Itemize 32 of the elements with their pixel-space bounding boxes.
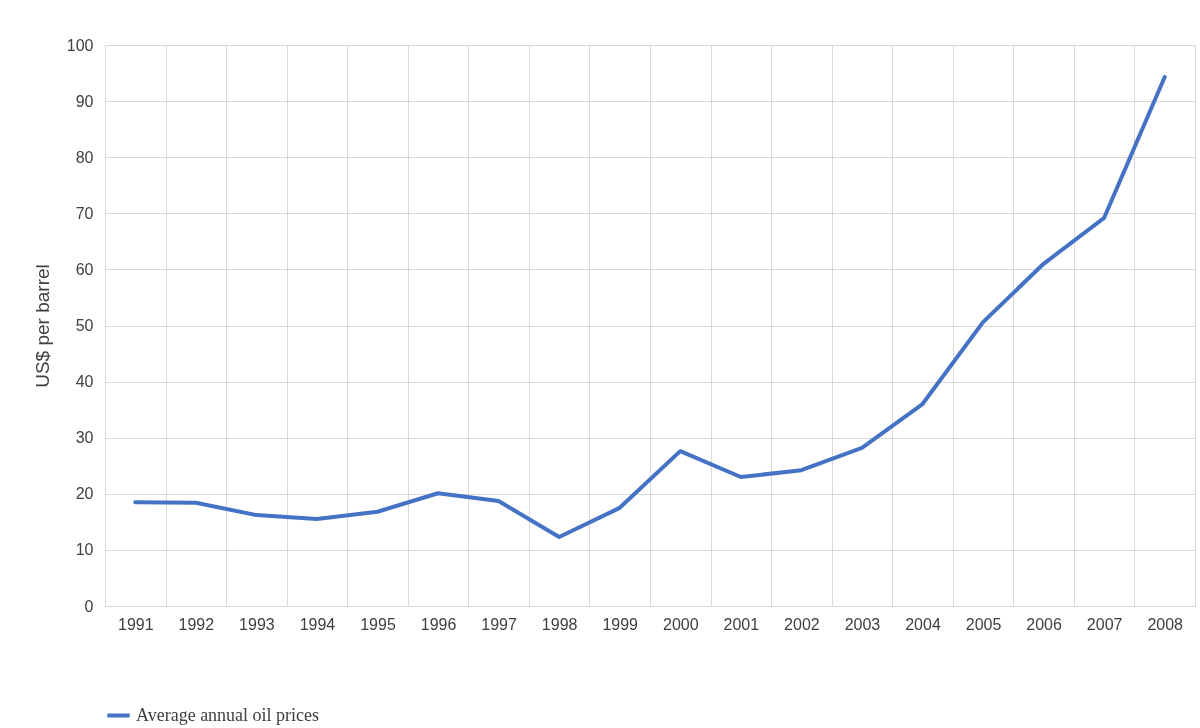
y-tick-label: 0 (84, 597, 94, 615)
y-tick-label: 40 (75, 373, 94, 391)
x-tick-label: 2003 (844, 615, 881, 633)
x-tick-label: 1995 (360, 615, 396, 633)
x-tick-label: 1991 (117, 615, 154, 633)
x-tick-label: 2005 (965, 615, 1002, 633)
x-tick-label: 2001 (723, 615, 760, 633)
y-axis-title: US$ per barrel (31, 264, 53, 388)
y-tick-label: 80 (75, 148, 94, 166)
x-tick-label: 2006 (1026, 615, 1063, 633)
x-tick-label: 1999 (602, 615, 639, 633)
y-tick-label: 70 (75, 204, 94, 222)
y-tick-label: 90 (75, 92, 94, 110)
y-tick-label: 100 (66, 36, 94, 54)
x-tick-label: 1998 (541, 615, 578, 633)
x-tick-label: 1996 (420, 615, 457, 633)
y-tick-label: 60 (75, 260, 94, 278)
x-tick-label: 2007 (1086, 615, 1123, 633)
y-tick-label: 10 (75, 541, 94, 559)
legend-label: Average annual oil prices (136, 704, 320, 725)
line-series (133, 74, 1167, 539)
x-tick-label: 2000 (662, 615, 699, 633)
x-tick-label: 1997 (481, 615, 518, 633)
y-tick-label: 50 (75, 317, 94, 334)
x-tick-label: 1993 (239, 615, 275, 633)
x-tick-label: 2004 (905, 615, 941, 633)
x-tick-label: 1992 (178, 615, 215, 633)
y-tick-label: 20 (75, 485, 94, 503)
x-tick-label: 2002 (784, 615, 820, 633)
y-tick-label: 30 (75, 429, 94, 447)
x-tick-label: 2008 (1147, 615, 1184, 633)
x-tick-label: 1994 (299, 615, 336, 633)
